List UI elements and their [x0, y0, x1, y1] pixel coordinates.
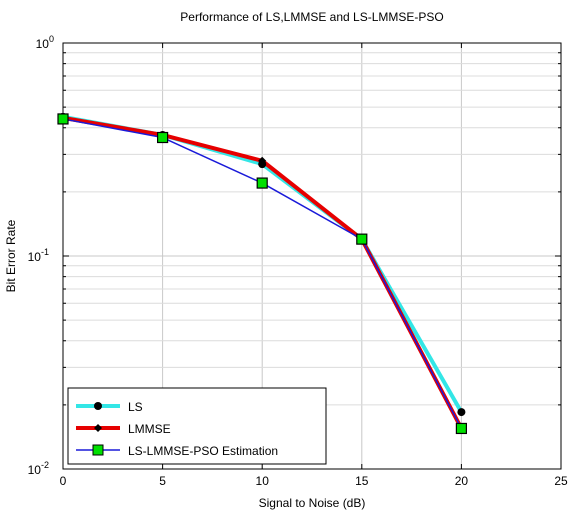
data-point-pso	[256, 177, 268, 189]
legend-label-1: LS	[128, 400, 143, 414]
legend-label-2: LMMSE	[128, 422, 171, 436]
legend-marker-diamond	[94, 424, 102, 432]
data-point-pso	[356, 233, 368, 245]
x-tick-label: 15	[355, 474, 369, 488]
series-layer	[57, 112, 467, 435]
legend-label-3: LS-LMMSE-PSO Estimation	[128, 444, 278, 458]
data-point-pso	[157, 131, 169, 144]
y-axis-label: Bit Error Rate	[4, 219, 18, 292]
plot-frame	[62, 42, 562, 470]
x-tick-label: 10	[256, 474, 270, 488]
x-axis-ticks: 0 5 10 15 20 25	[60, 43, 568, 488]
x-axis-label: Signal to Noise (dB)	[259, 496, 366, 510]
y-tick-label: 10-1	[28, 247, 49, 264]
chart-title: Performance of LS,LMMSE and LS-LMMSE-PSO	[180, 10, 443, 24]
x-tick-label: 20	[455, 474, 469, 488]
legend-marker-square	[92, 444, 104, 456]
x-tick-label: 5	[159, 474, 166, 488]
data-point-lmmse	[258, 156, 267, 165]
x-tick-label: 0	[60, 474, 67, 488]
x-tick-label: 25	[554, 474, 568, 488]
data-point-ls	[457, 408, 466, 417]
data-point-pso	[57, 113, 69, 125]
y-axis-ticks: 100 10-1 10-2	[28, 34, 54, 477]
legend-marker-circle	[94, 402, 102, 410]
legend: LS LMMSE LS-LMMSE-PSO Estimation	[67, 387, 327, 465]
y-tick-label: 10-2	[28, 460, 49, 477]
data-point-pso	[455, 422, 467, 435]
y-tick-label: 100	[36, 34, 54, 51]
